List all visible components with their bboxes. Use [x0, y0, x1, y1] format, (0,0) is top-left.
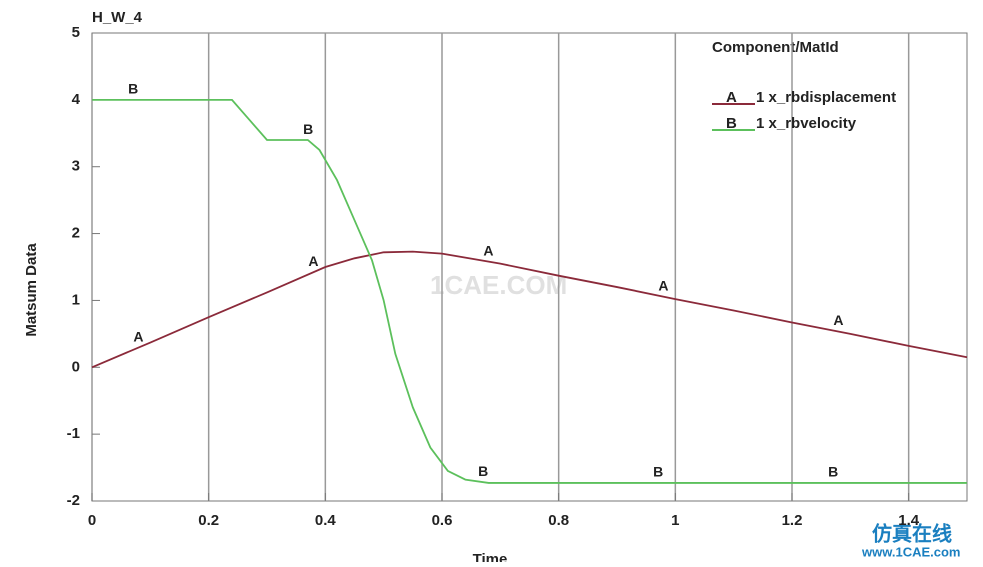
series-symbol: B: [128, 81, 138, 97]
x-tick-label: 0.6: [432, 512, 453, 529]
series-symbol: A: [483, 242, 493, 258]
series-symbol: A: [133, 328, 143, 344]
y-axis-label: Matsum Data: [23, 243, 40, 337]
line-series: [91, 250, 968, 369]
chart-title: H_W_4: [92, 9, 143, 26]
series-symbol: B: [653, 464, 663, 480]
legend-symbol: A: [726, 89, 737, 106]
legend-label: 1 x_rbvelocity: [756, 115, 857, 132]
series-symbol: B: [303, 121, 313, 137]
plot-frame: [91, 32, 968, 502]
y-tick-label: -1: [67, 425, 80, 442]
x-tick-label: 1.2: [782, 512, 803, 529]
x-tick-label: 0.8: [548, 512, 569, 529]
y-tick-label: 4: [72, 91, 81, 108]
series-symbol: A: [833, 312, 843, 328]
series-symbol: B: [478, 463, 488, 479]
y-tick-label: 2: [72, 225, 80, 242]
watermark: 1CAE.COM: [430, 270, 567, 300]
series-symbol: B: [828, 464, 838, 480]
y-tick-label: 1: [72, 291, 80, 308]
y-tick-label: 0: [72, 358, 80, 375]
y-tick-label: -2: [67, 492, 80, 509]
x-tick-label: 1: [671, 512, 679, 529]
y-tick-label: 3: [72, 158, 80, 175]
series-symbol: A: [308, 253, 318, 269]
series-symbol: A: [658, 277, 668, 293]
x-tick-label: 0.4: [315, 512, 337, 529]
y-tick-label: 5: [72, 24, 80, 41]
x-tick-label: 0: [88, 512, 96, 529]
x-tick-label: 0.2: [198, 512, 219, 529]
corner-url: www.1CAE.com: [861, 544, 960, 559]
line-series: [92, 98, 967, 484]
x-axis-label: Time: [473, 551, 508, 562]
legend-symbol: B: [726, 115, 737, 132]
legend-label: 1 x_rbdisplacement: [756, 89, 896, 106]
x-tick-label: 1.4: [898, 512, 920, 529]
legend-title: Component/MatId: [712, 39, 839, 56]
corner-mark: 仿真在线: [872, 522, 952, 546]
